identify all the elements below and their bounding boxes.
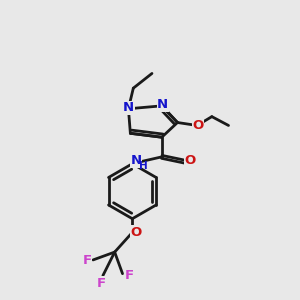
- Text: O: O: [130, 226, 142, 239]
- Text: F: F: [96, 277, 106, 290]
- Text: N: N: [123, 101, 134, 114]
- Text: F: F: [82, 254, 92, 267]
- Text: H: H: [139, 161, 148, 171]
- Text: O: O: [193, 119, 204, 132]
- Text: N: N: [131, 154, 142, 167]
- Text: O: O: [184, 154, 196, 167]
- Text: N: N: [157, 98, 168, 111]
- Text: F: F: [125, 269, 134, 282]
